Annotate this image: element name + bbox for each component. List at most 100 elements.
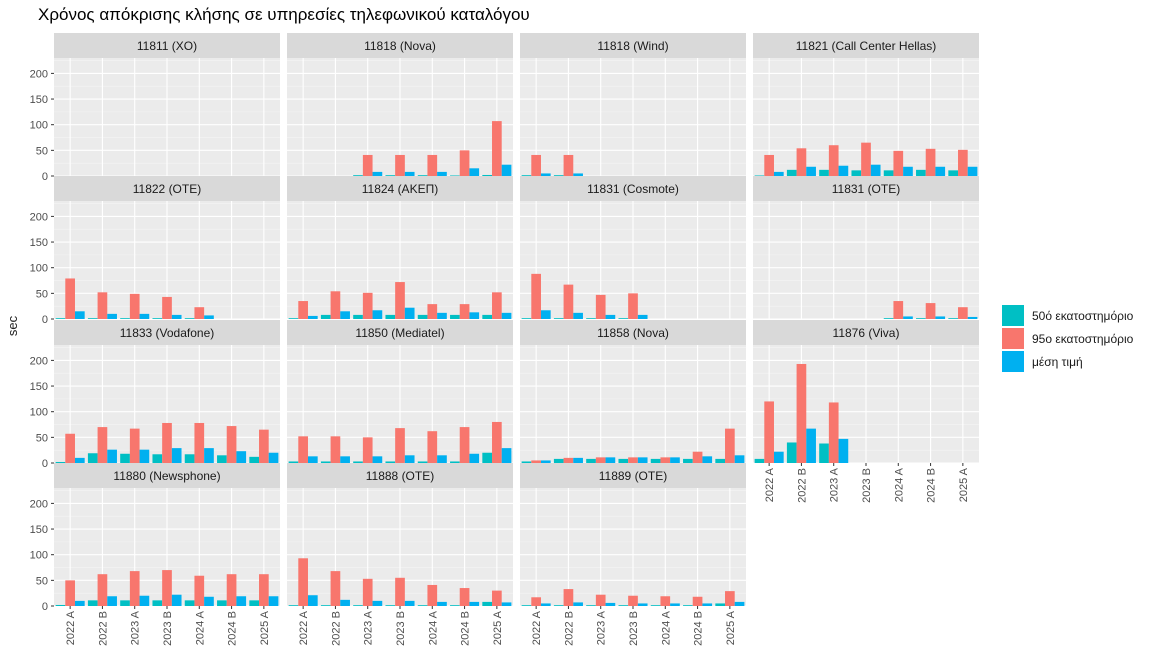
y-tick-label: 200 [30,211,48,223]
x-tick-label: 2023 A [130,610,142,645]
bar-p95 [129,428,140,463]
x-tick-label: 2024 A [427,610,439,645]
facet-label: 11880 (Newsphone) [113,469,220,483]
facet-strip [753,176,979,201]
bar-p50 [217,600,227,606]
x-tick-label: 2023 B [628,611,640,646]
bar-p50 [152,318,163,319]
bar-p50 [217,455,227,463]
bar-p95 [492,292,502,319]
legend-label: 50ό εκατοστημόριο [1032,309,1134,323]
bar-mean [437,455,447,463]
bar-mean [107,449,117,463]
bar-p95 [395,428,405,463]
bar-p50 [320,461,331,463]
x-tick-label: 2022 B [330,611,342,646]
bar-mean [806,166,816,176]
bar-p50 [553,175,564,176]
bar-p50 [482,174,493,176]
bar-p95 [162,570,172,606]
bar-p95 [660,596,671,606]
bar-mean [935,316,946,319]
y-tick-label: 200 [30,68,48,80]
bar-p95 [563,154,574,176]
bar-p50 [55,461,66,463]
y-tick-label: 50 [36,575,48,587]
bar-mean [404,600,415,606]
y-tick-label: 0 [42,601,48,613]
bar-p50 [353,461,363,463]
bar-p50 [450,175,460,176]
bar-p50 [353,175,363,176]
bar-p50 [450,461,460,463]
bar-p50 [120,318,130,319]
bar-p50 [249,600,260,606]
bar-p50 [851,170,862,176]
bar-mean [573,602,583,606]
bar-p50 [715,603,726,606]
legend-key-p50 [1002,305,1024,326]
bar-p50 [320,314,331,319]
bar-p95 [531,597,541,606]
bar-mean [870,164,881,176]
y-tick-label: 100 [30,263,48,275]
bar-mean [404,171,415,176]
facet-strip [520,33,746,58]
bar-mean [204,596,214,606]
bar-p95 [129,293,140,319]
bar-p50 [417,605,428,606]
facet-label: 11888 (ΟΤΕ) [366,469,434,483]
bar-p95 [330,291,341,319]
facet-strip [287,33,513,58]
bar-p95 [459,588,470,606]
bar-mean [903,166,913,176]
bar-p95 [563,284,574,319]
bar-mean [469,601,480,606]
bar-p95 [492,121,502,176]
bar-p95 [595,594,606,606]
bar-p95 [362,154,373,176]
x-tick-label: 2025 A [958,467,970,502]
bar-p50 [553,605,564,606]
bar-mean [501,448,512,463]
facet-label: 11858 (Nova) [597,326,669,340]
bar-mean [437,601,447,606]
bar-p95 [725,428,735,463]
bar-p95 [65,433,75,463]
bar-mean [540,460,551,463]
bar-mean [171,594,182,606]
x-tick-label: 2025 A [259,610,271,645]
bar-p50 [683,605,693,606]
bar-p95 [828,402,839,463]
bar-mean [734,455,745,463]
bar-mean [171,448,182,463]
facet-strip [753,320,979,345]
bar-p50 [385,314,396,319]
bar-p50 [450,605,460,606]
bar-mean [967,166,978,176]
bar-p95 [330,571,341,606]
bar-p95 [958,149,968,176]
bar-p50 [450,314,460,319]
bar-p95 [692,451,703,463]
bar-mean [107,313,117,319]
bar-mean [74,457,85,463]
bar-mean [734,601,745,606]
bar-mean [838,165,849,176]
bar-p95 [628,457,638,463]
y-tick-label: 150 [30,381,48,393]
bar-mean [372,171,383,176]
bar-p95 [226,574,237,606]
bar-p50 [553,318,564,319]
bar-p50 [650,458,661,463]
bar-mean [773,171,784,176]
bar-p50 [385,605,396,606]
bar-p95 [395,577,405,606]
bar-mean [605,602,616,606]
bar-mean [967,316,978,319]
facet-strip [54,320,280,345]
bar-mean [637,457,648,463]
bar-mean [573,312,583,319]
facet-strip [54,33,280,58]
bar-mean [139,313,150,319]
